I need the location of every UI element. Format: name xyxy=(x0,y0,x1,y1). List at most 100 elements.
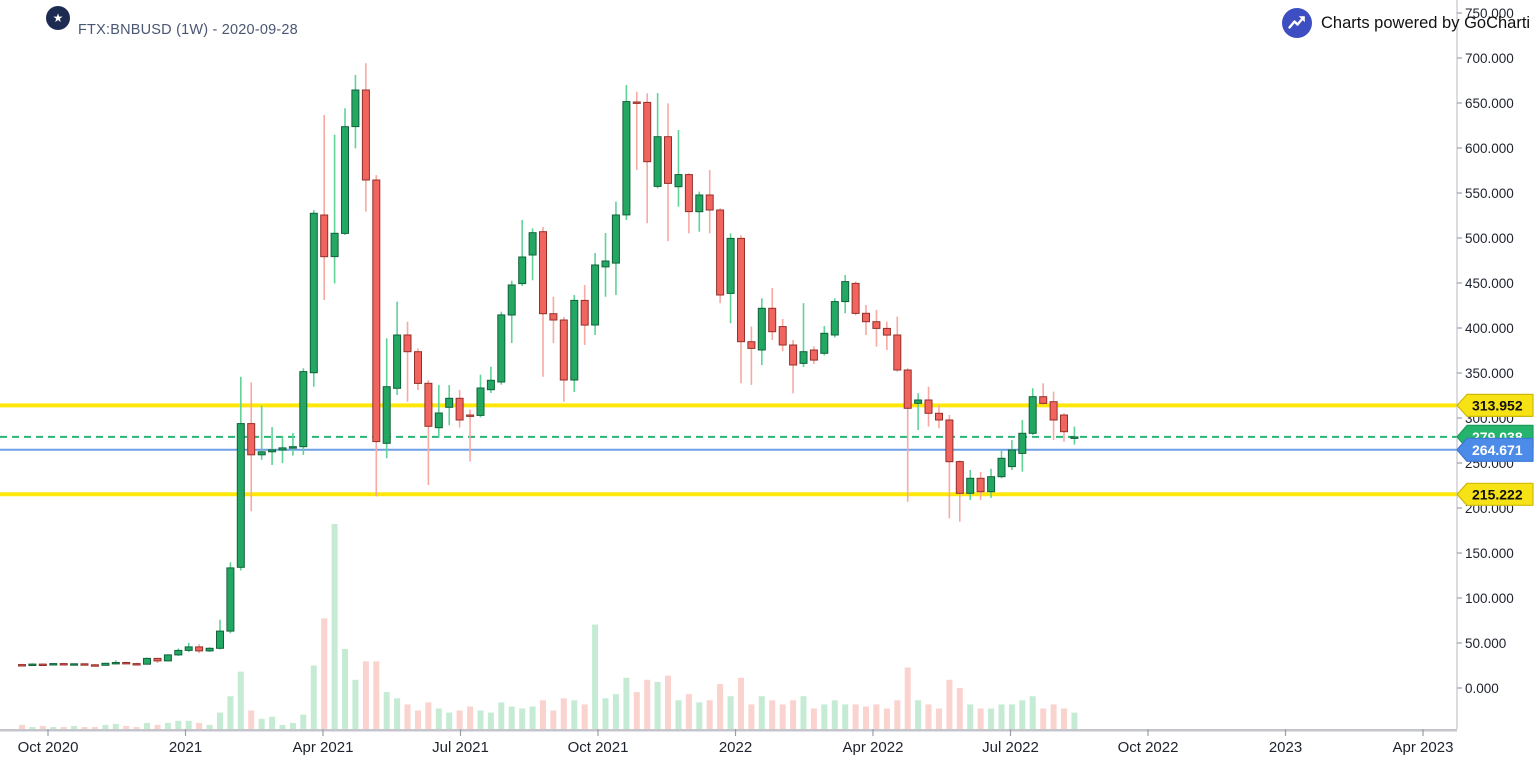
volume-bar xyxy=(644,679,651,729)
candle-body xyxy=(955,461,964,494)
volume-bar xyxy=(144,722,150,729)
time-tick-label: Oct 2021 xyxy=(568,739,629,756)
candle-body xyxy=(434,412,443,429)
candle-body xyxy=(216,630,224,649)
time-tick-label: Apr 2022 xyxy=(843,739,904,756)
volume-bar xyxy=(112,723,119,729)
candle-body xyxy=(507,284,516,316)
candle-body xyxy=(893,334,902,371)
candle-body xyxy=(341,126,349,234)
candle-body xyxy=(1028,396,1037,434)
price-axis[interactable]: 750.000 700.000 650.000 600.000 550.000 500.0… xyxy=(1456,0,1514,729)
volume-bar xyxy=(383,692,390,729)
volume-bar xyxy=(248,710,255,729)
candle-body xyxy=(726,237,735,294)
volume-bar xyxy=(39,725,46,729)
volume-bar xyxy=(560,698,567,729)
candle-body xyxy=(674,174,683,188)
indicator-level-tag-label: 264.671 xyxy=(1472,442,1523,458)
candle-body xyxy=(320,214,329,258)
candle-body xyxy=(528,232,537,256)
volume-bar xyxy=(164,722,171,729)
volume-bar xyxy=(175,720,182,729)
candle-body xyxy=(622,101,631,216)
volume-bar xyxy=(738,677,744,729)
candle-body xyxy=(539,231,547,315)
volume-bar xyxy=(467,706,474,729)
volume-bar xyxy=(936,708,942,729)
resistance-level-tag xyxy=(1456,393,1534,417)
volume-bar xyxy=(310,665,317,729)
volume-series xyxy=(19,524,1078,730)
volume-bar xyxy=(717,683,724,729)
candle-body xyxy=(820,332,829,354)
time-tick-label: Apr 2021 xyxy=(293,739,354,756)
candle-body xyxy=(570,299,579,381)
candle-body xyxy=(1070,436,1079,439)
time-axis[interactable]: Oct 2020 2021 Apr 2021 Jul 2021 Oct 2021 2022… xyxy=(0,729,1457,756)
volume-bar xyxy=(19,724,25,729)
level-lines[interactable] xyxy=(0,403,1457,497)
volume-bar xyxy=(810,708,817,729)
volume-bar xyxy=(362,661,369,729)
volume-bar xyxy=(769,700,776,729)
candle-body xyxy=(414,351,422,384)
candle-body xyxy=(205,647,214,652)
candle-body xyxy=(132,663,141,666)
volume-bar xyxy=(883,708,890,729)
candle-body xyxy=(1018,432,1027,454)
candle-body xyxy=(518,256,527,285)
candle-body xyxy=(90,664,99,667)
candle-body xyxy=(382,386,391,444)
price-tick-label: 700.000 xyxy=(1465,51,1514,66)
candle-body xyxy=(330,232,339,258)
volume-bar xyxy=(1040,708,1047,729)
volume-bar xyxy=(654,681,661,729)
volume-bar xyxy=(352,679,359,729)
candle-body xyxy=(862,312,870,323)
volume-bar xyxy=(831,700,838,729)
candle-body xyxy=(372,179,381,443)
price-tick-label: 50.000 xyxy=(1465,636,1506,651)
volume-bar xyxy=(946,679,953,729)
candle-body xyxy=(716,209,725,296)
volume-bar xyxy=(1050,704,1057,729)
candle-body xyxy=(945,419,954,463)
volume-bar xyxy=(779,704,786,729)
support-level-tag xyxy=(1456,482,1534,506)
volume-bar xyxy=(696,702,703,729)
candle-body xyxy=(757,307,766,351)
candle-body xyxy=(601,260,610,268)
volume-bar xyxy=(217,712,223,729)
price-tick-label: 500.000 xyxy=(1465,231,1514,246)
volume-bar xyxy=(154,724,161,729)
candle-body xyxy=(309,212,318,374)
volume-bar xyxy=(748,704,755,729)
time-tick-label: 2021 xyxy=(169,739,202,756)
volume-bar xyxy=(81,727,88,729)
resistance-level-tag-label: 313.952 xyxy=(1472,397,1523,413)
volume-bar xyxy=(623,677,630,729)
candle-body xyxy=(288,446,297,449)
candle-body xyxy=(111,662,120,665)
volume-bar xyxy=(456,710,463,729)
volume-bar xyxy=(289,722,296,729)
time-tick-label: Apr 2023 xyxy=(1393,739,1454,756)
volume-bar xyxy=(758,696,765,729)
candle-body xyxy=(476,387,485,416)
time-tick-label: 2023 xyxy=(1269,739,1302,756)
volume-bar xyxy=(529,706,536,729)
volume-bar xyxy=(571,700,578,729)
candle-body xyxy=(914,399,923,404)
volume-bar xyxy=(602,698,609,729)
candle-body xyxy=(497,314,506,383)
volume-bar xyxy=(842,704,849,729)
volume-bar xyxy=(988,708,995,729)
powered-by-text: Charts powered by GoCharti xyxy=(1321,13,1531,32)
candle-body xyxy=(163,654,172,662)
powered-by-badge[interactable]: Charts powered by GoCharti xyxy=(1282,8,1530,38)
candle-body xyxy=(247,423,256,456)
volume-bar xyxy=(540,700,546,729)
volume-bar xyxy=(269,716,276,729)
